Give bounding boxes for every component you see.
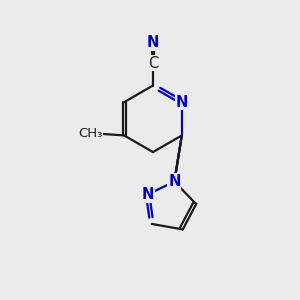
- Text: C: C: [148, 56, 158, 71]
- Text: CH₃: CH₃: [78, 128, 102, 140]
- Text: N: N: [176, 94, 188, 110]
- Text: N: N: [142, 187, 154, 202]
- Text: N: N: [147, 35, 159, 50]
- Text: N: N: [168, 174, 181, 189]
